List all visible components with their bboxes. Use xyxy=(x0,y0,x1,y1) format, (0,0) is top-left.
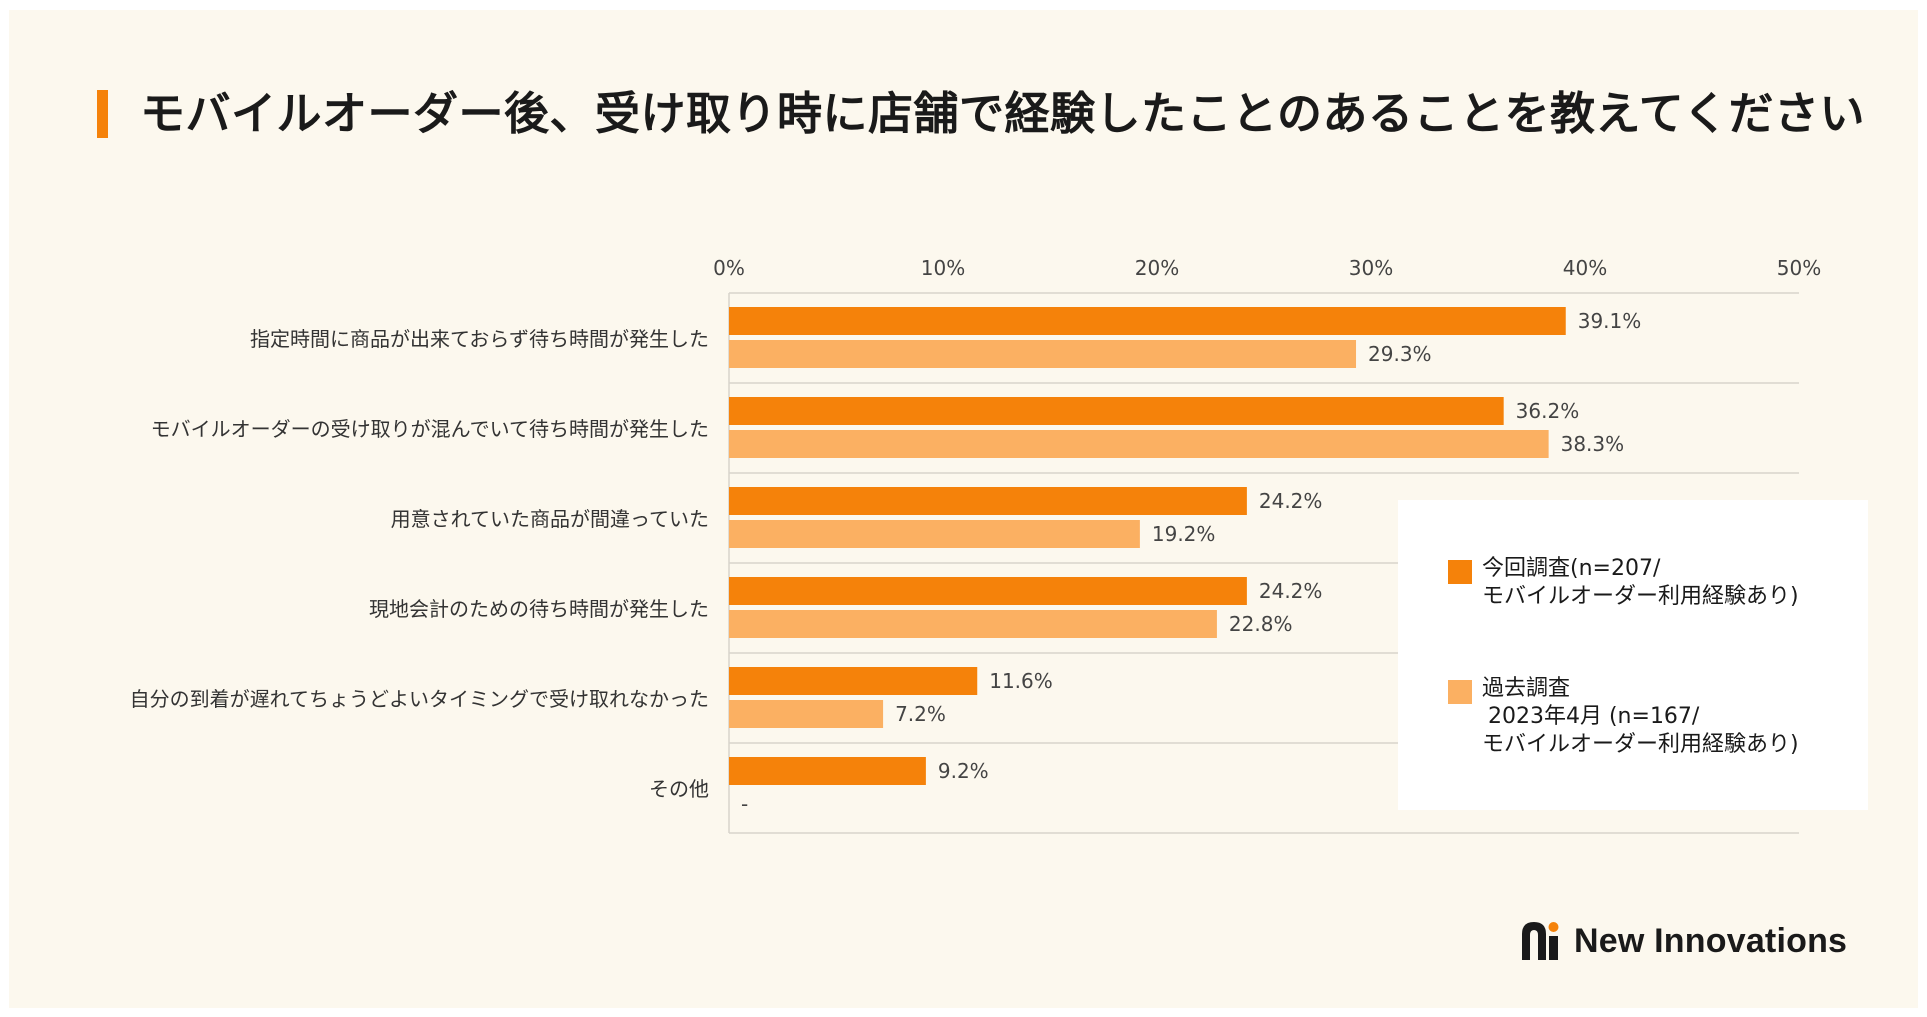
x-tick-label: 0% xyxy=(713,256,745,280)
legend: 今回調査(n=207/ モバイルオーダー利用経験あり) 過去調査 2023年4月… xyxy=(1398,500,1868,810)
bar-current xyxy=(729,487,1247,515)
new-innovations-logo-icon xyxy=(1522,922,1559,960)
bar-current xyxy=(729,397,1504,425)
x-tick-label: 30% xyxy=(1349,256,1393,280)
data-label: 24.2% xyxy=(1259,579,1323,603)
logo-text: New Innovations xyxy=(1574,921,1848,960)
category-label: 用意されていた商品が間違っていた xyxy=(391,507,709,531)
x-tick-label: 10% xyxy=(921,256,965,280)
legend-swatch-past xyxy=(1448,680,1472,704)
legend-past-line3: モバイルオーダー利用経験あり) xyxy=(1482,732,1799,757)
legend-past-line2: 2023年4月 (n=167/ xyxy=(1488,704,1700,729)
title-accent-bar xyxy=(97,90,108,138)
category-label: その他 xyxy=(649,777,709,801)
data-label: 19.2% xyxy=(1152,522,1216,546)
data-label: 22.8% xyxy=(1229,612,1293,636)
bar-current xyxy=(729,577,1247,605)
data-label: 36.2% xyxy=(1516,399,1580,423)
bar-current xyxy=(729,307,1566,335)
category-label: 指定時間に商品が出来ておらず待ち時間が発生した xyxy=(250,327,709,351)
bar-past xyxy=(729,520,1140,548)
data-label: 24.2% xyxy=(1259,489,1323,513)
bar-current xyxy=(729,667,978,695)
bar-current xyxy=(729,757,926,785)
legend-past-line1: 過去調査 xyxy=(1482,676,1571,701)
x-tick-label: 20% xyxy=(1135,256,1179,280)
x-tick-label: 50% xyxy=(1777,256,1821,280)
bar-past xyxy=(729,700,884,728)
data-label: 7.2% xyxy=(895,702,946,726)
legend-item-current: 今回調査(n=207/ モバイルオーダー利用経験あり) xyxy=(1448,555,1799,611)
legend-swatch-current xyxy=(1448,560,1472,584)
category-label: 自分の到着が遅れてちょうどよいタイミングで受け取れなかった xyxy=(130,687,709,711)
legend-current-line2: モバイルオーダー利用経験あり) xyxy=(1482,584,1799,609)
bar-past xyxy=(729,340,1357,368)
chart-title: モバイルオーダー後、受け取り時に店舗で経験したことのあることを教えてください xyxy=(140,87,1865,140)
company-logo: New Innovations xyxy=(1520,920,1847,962)
data-label: - xyxy=(741,792,748,816)
legend-current-line1: 今回調査(n=207/ xyxy=(1482,556,1661,581)
category-label: 現地会計のための待ち時間が発生した xyxy=(369,597,709,621)
data-label: 38.3% xyxy=(1561,432,1625,456)
legend-item-past: 過去調査 2023年4月 (n=167/ モバイルオーダー利用経験あり) xyxy=(1448,675,1799,759)
data-label: 9.2% xyxy=(938,759,989,783)
x-tick-label: 40% xyxy=(1563,256,1607,280)
data-label: 11.6% xyxy=(989,669,1053,693)
category-label: モバイルオーダーの受け取りが混んでいて待ち時間が発生した xyxy=(151,417,709,441)
bar-past xyxy=(729,610,1217,638)
data-label: 29.3% xyxy=(1368,342,1432,366)
data-label: 39.1% xyxy=(1578,309,1642,333)
bar-past xyxy=(729,430,1549,458)
